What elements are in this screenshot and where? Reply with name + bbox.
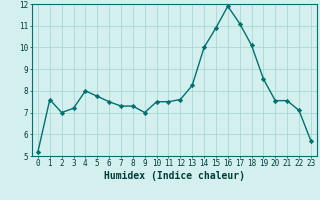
X-axis label: Humidex (Indice chaleur): Humidex (Indice chaleur) (104, 171, 245, 181)
